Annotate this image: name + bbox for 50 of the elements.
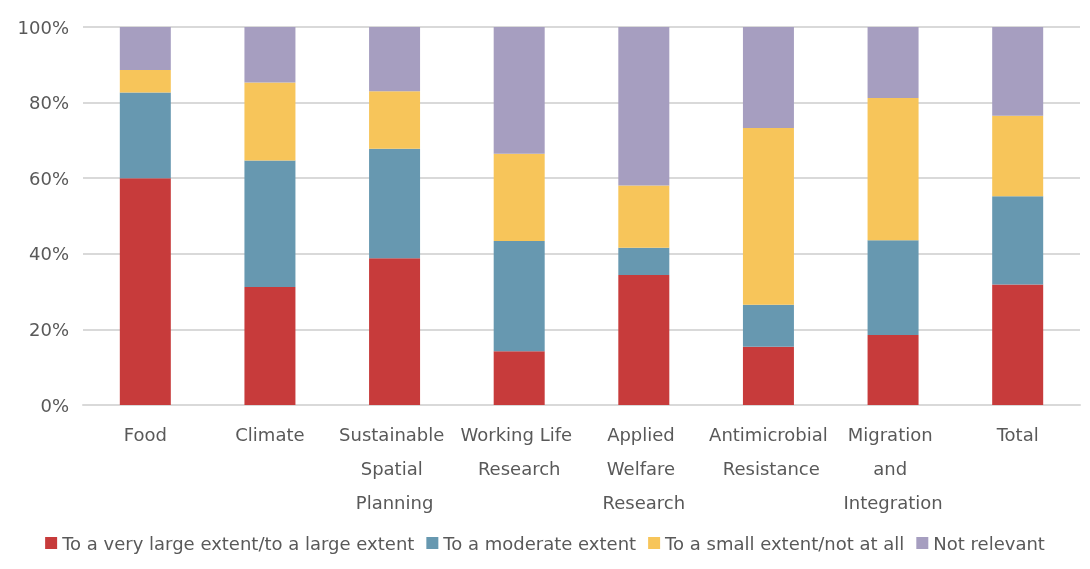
x-tick-label: Working Life Research bbox=[460, 423, 578, 479]
bar bbox=[369, 258, 421, 405]
bar bbox=[119, 27, 171, 71]
legend-label: To a moderate extent bbox=[442, 532, 637, 554]
bar bbox=[742, 27, 794, 128]
bar bbox=[992, 27, 1044, 116]
bar bbox=[493, 153, 545, 241]
x-tick-label: Climate bbox=[235, 423, 305, 445]
bar bbox=[618, 274, 670, 405]
bar bbox=[244, 82, 296, 161]
y-tick-label: 20% bbox=[28, 318, 69, 340]
y-tick-label: 0% bbox=[40, 394, 69, 416]
bar bbox=[119, 70, 171, 93]
bar bbox=[618, 27, 670, 186]
bar bbox=[742, 304, 794, 347]
bar bbox=[742, 346, 794, 405]
x-tick-label: Total bbox=[995, 423, 1039, 445]
bar bbox=[244, 27, 296, 83]
y-tick-label: 40% bbox=[28, 243, 69, 265]
bar bbox=[992, 196, 1044, 285]
y-tick-label: 80% bbox=[28, 92, 69, 114]
bar bbox=[992, 115, 1044, 197]
x-tick-label: Applied Welfare Research bbox=[602, 423, 686, 513]
legend-label: To a very large extent/to a large extent bbox=[61, 532, 415, 554]
bar bbox=[618, 247, 670, 275]
bar bbox=[369, 91, 421, 149]
bar bbox=[867, 240, 919, 336]
bar bbox=[742, 127, 794, 305]
bar bbox=[493, 27, 545, 154]
bar bbox=[992, 284, 1044, 405]
x-tick-label: Food bbox=[123, 423, 167, 445]
bar bbox=[119, 178, 171, 405]
bar bbox=[867, 335, 919, 405]
bar bbox=[369, 148, 421, 259]
bar bbox=[244, 160, 296, 288]
bar bbox=[493, 240, 545, 352]
y-tick-label: 100% bbox=[17, 16, 69, 38]
legend-label: To a small extent/not at all bbox=[664, 532, 905, 554]
bar bbox=[244, 287, 296, 405]
bar bbox=[618, 185, 670, 248]
bar bbox=[369, 27, 421, 92]
legend-label: Not relevant bbox=[933, 532, 1045, 554]
x-tick-label: Antimicrobial Resistance bbox=[709, 423, 828, 479]
bar bbox=[493, 351, 545, 405]
x-tick-label: Sustainable Spatial Planning bbox=[339, 423, 451, 513]
bar bbox=[119, 92, 171, 179]
bar bbox=[867, 27, 919, 99]
x-tick-label: Migration and Integration bbox=[843, 423, 943, 513]
bar bbox=[867, 98, 919, 241]
y-tick-label: 60% bbox=[28, 167, 69, 189]
